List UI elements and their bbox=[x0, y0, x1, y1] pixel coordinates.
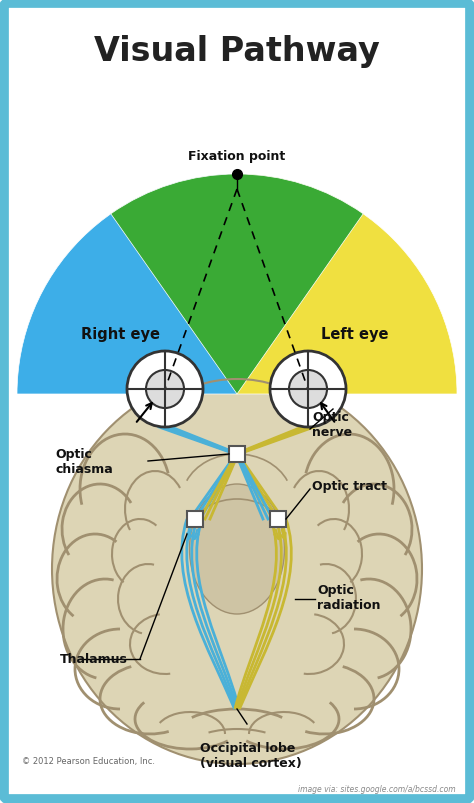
Bar bbox=[229, 446, 245, 463]
Text: Visual Pathway: Visual Pathway bbox=[94, 35, 380, 68]
Text: Right eye: Right eye bbox=[81, 327, 159, 342]
Circle shape bbox=[289, 370, 327, 409]
Text: Occipital lobe
(visual cortex): Occipital lobe (visual cortex) bbox=[200, 741, 302, 769]
Text: Optic
chiasma: Optic chiasma bbox=[55, 447, 113, 475]
Ellipse shape bbox=[190, 484, 284, 614]
Text: Optic
radiation: Optic radiation bbox=[317, 583, 381, 611]
Circle shape bbox=[270, 352, 346, 427]
Text: Optic tract: Optic tract bbox=[312, 480, 387, 493]
Text: Thalamus: Thalamus bbox=[60, 653, 128, 666]
Bar bbox=[187, 512, 203, 528]
Circle shape bbox=[146, 370, 184, 409]
Ellipse shape bbox=[52, 374, 422, 764]
Text: Fixation point: Fixation point bbox=[188, 150, 286, 163]
Circle shape bbox=[127, 352, 203, 427]
Wedge shape bbox=[237, 175, 457, 394]
Bar bbox=[270, 512, 286, 528]
Text: Optic
nerve: Optic nerve bbox=[312, 410, 352, 438]
Text: © 2012 Pearson Education, Inc.: © 2012 Pearson Education, Inc. bbox=[22, 756, 155, 765]
Wedge shape bbox=[17, 175, 237, 394]
Text: Left eye: Left eye bbox=[321, 327, 389, 342]
Text: image via: sites.google.com/a/bcssd.com: image via: sites.google.com/a/bcssd.com bbox=[298, 785, 456, 793]
Wedge shape bbox=[111, 175, 363, 394]
